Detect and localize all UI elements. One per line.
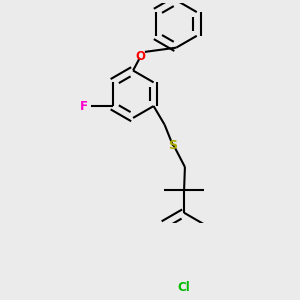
Text: F: F	[80, 100, 88, 112]
Text: O: O	[136, 50, 146, 63]
Text: S: S	[169, 139, 178, 152]
Text: Cl: Cl	[178, 281, 190, 294]
